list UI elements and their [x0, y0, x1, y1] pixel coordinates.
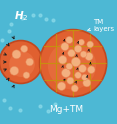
Circle shape [80, 51, 87, 58]
Circle shape [57, 82, 66, 90]
Circle shape [62, 69, 70, 77]
Circle shape [66, 36, 73, 44]
Circle shape [74, 45, 82, 53]
Circle shape [12, 50, 21, 59]
Circle shape [88, 66, 95, 73]
Circle shape [68, 49, 75, 57]
Circle shape [85, 53, 93, 61]
Circle shape [67, 77, 74, 84]
Text: H$_2$: H$_2$ [14, 9, 28, 23]
Circle shape [10, 66, 19, 75]
Circle shape [66, 63, 73, 70]
Circle shape [78, 39, 84, 45]
Text: Mg+TM: Mg+TM [49, 105, 83, 114]
Circle shape [0, 41, 42, 83]
Circle shape [75, 72, 81, 78]
Circle shape [61, 43, 69, 51]
Circle shape [79, 65, 86, 73]
Circle shape [71, 85, 78, 92]
Circle shape [21, 45, 28, 52]
Circle shape [26, 58, 34, 66]
Circle shape [48, 41, 96, 89]
Text: TM
layers: TM layers [88, 19, 114, 32]
Circle shape [71, 57, 80, 67]
Circle shape [82, 74, 88, 80]
Circle shape [23, 72, 30, 78]
Circle shape [58, 56, 67, 64]
Circle shape [9, 51, 35, 77]
Circle shape [40, 30, 107, 97]
Circle shape [83, 79, 91, 87]
Circle shape [87, 41, 93, 48]
